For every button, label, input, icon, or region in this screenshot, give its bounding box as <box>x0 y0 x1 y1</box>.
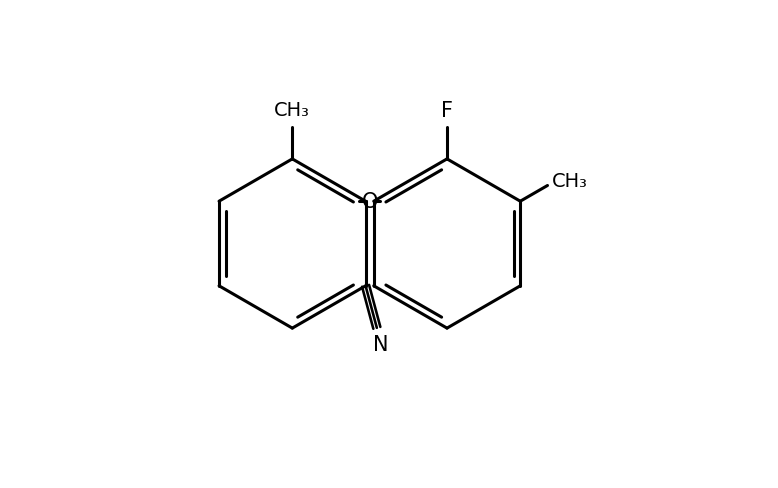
Text: CH₃: CH₃ <box>275 101 310 120</box>
Text: F: F <box>441 101 453 121</box>
Text: N: N <box>373 334 389 354</box>
Text: CH₃: CH₃ <box>552 172 588 191</box>
Text: O: O <box>362 192 378 212</box>
